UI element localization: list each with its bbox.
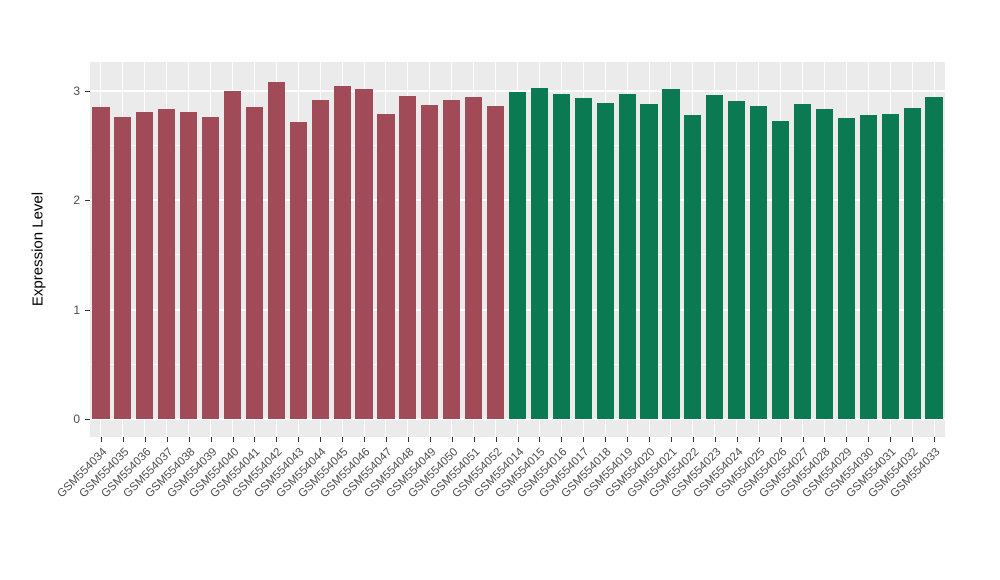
- x-tick-mark: [407, 437, 409, 442]
- bar: [793, 103, 812, 420]
- x-tick-mark: [188, 437, 190, 442]
- bar: [859, 114, 877, 420]
- x-tick-mark: [714, 437, 716, 442]
- bar: [245, 106, 263, 420]
- x-tick-mark: [517, 437, 519, 442]
- x-tick-mark: [298, 437, 300, 442]
- y-axis-title: Expression Level: [29, 191, 47, 307]
- bar: [92, 106, 110, 420]
- bar: [355, 89, 373, 420]
- bar: [706, 94, 724, 420]
- x-tick-mark: [100, 437, 102, 442]
- bar: [574, 98, 592, 420]
- y-tick-label: 0: [73, 412, 80, 427]
- bar: [815, 109, 833, 420]
- bar: [728, 101, 746, 420]
- x-tick-mark: [495, 437, 497, 442]
- y-tick-label: 3: [73, 83, 80, 98]
- bar: [837, 117, 855, 420]
- y-tick-mark: [85, 419, 90, 421]
- x-tick-mark: [934, 437, 936, 442]
- bar: [750, 105, 768, 420]
- bar: [465, 97, 483, 420]
- bar: [596, 102, 614, 420]
- y-tick-label: 1: [73, 302, 80, 317]
- bar: [925, 97, 943, 420]
- x-tick-mark: [846, 437, 848, 442]
- x-tick-mark: [736, 437, 738, 442]
- bar: [333, 86, 351, 420]
- bar: [289, 122, 307, 420]
- x-tick-mark: [210, 437, 212, 442]
- x-tick-mark: [583, 437, 585, 442]
- y-tick-mark: [85, 90, 90, 92]
- bar: [662, 89, 680, 420]
- bar: [487, 105, 505, 420]
- x-tick-mark: [166, 437, 168, 442]
- bar: [443, 100, 461, 420]
- x-tick-mark: [670, 437, 672, 442]
- x-tick-mark: [451, 437, 453, 442]
- y-tick-mark: [85, 200, 90, 202]
- x-tick-mark: [649, 437, 651, 442]
- x-tick-mark: [254, 437, 256, 442]
- bar: [377, 113, 395, 420]
- bar: [180, 112, 198, 420]
- x-tick-mark: [276, 437, 278, 442]
- bar: [881, 113, 899, 420]
- x-tick-mark: [144, 437, 146, 442]
- x-tick-mark: [912, 437, 914, 442]
- y-tick-label: 2: [73, 193, 80, 208]
- bar: [158, 109, 176, 420]
- bar: [508, 91, 527, 420]
- bar: [223, 90, 242, 420]
- x-tick-mark: [824, 437, 826, 442]
- x-tick-mark: [890, 437, 892, 442]
- x-tick-mark: [320, 437, 322, 442]
- x-tick-mark: [802, 437, 804, 442]
- bar: [202, 116, 220, 420]
- x-tick-mark: [780, 437, 782, 442]
- x-tick-mark: [342, 437, 344, 442]
- x-tick-mark: [692, 437, 694, 442]
- plot-panel: [90, 62, 945, 437]
- x-tick-mark: [364, 437, 366, 442]
- bar: [552, 93, 570, 420]
- x-tick-mark: [473, 437, 475, 442]
- x-tick-mark: [429, 437, 431, 442]
- bar: [421, 104, 439, 420]
- bar: [530, 88, 548, 420]
- bar: [772, 121, 790, 420]
- x-tick-mark: [385, 437, 387, 442]
- bar: [903, 108, 921, 420]
- x-tick-mark: [539, 437, 541, 442]
- bar: [267, 81, 285, 420]
- x-tick-mark: [758, 437, 760, 442]
- x-tick-mark: [627, 437, 629, 442]
- bar: [640, 103, 658, 420]
- bar: [311, 100, 329, 420]
- x-tick-mark: [122, 437, 124, 442]
- bar: [114, 116, 132, 420]
- x-tick-mark: [561, 437, 563, 442]
- bar: [136, 112, 154, 420]
- y-tick-mark: [85, 309, 90, 311]
- x-tick-mark: [232, 437, 234, 442]
- bar: [399, 95, 417, 420]
- bar: [618, 93, 636, 420]
- bar: [684, 114, 702, 420]
- x-tick-mark: [605, 437, 607, 442]
- x-tick-mark: [868, 437, 870, 442]
